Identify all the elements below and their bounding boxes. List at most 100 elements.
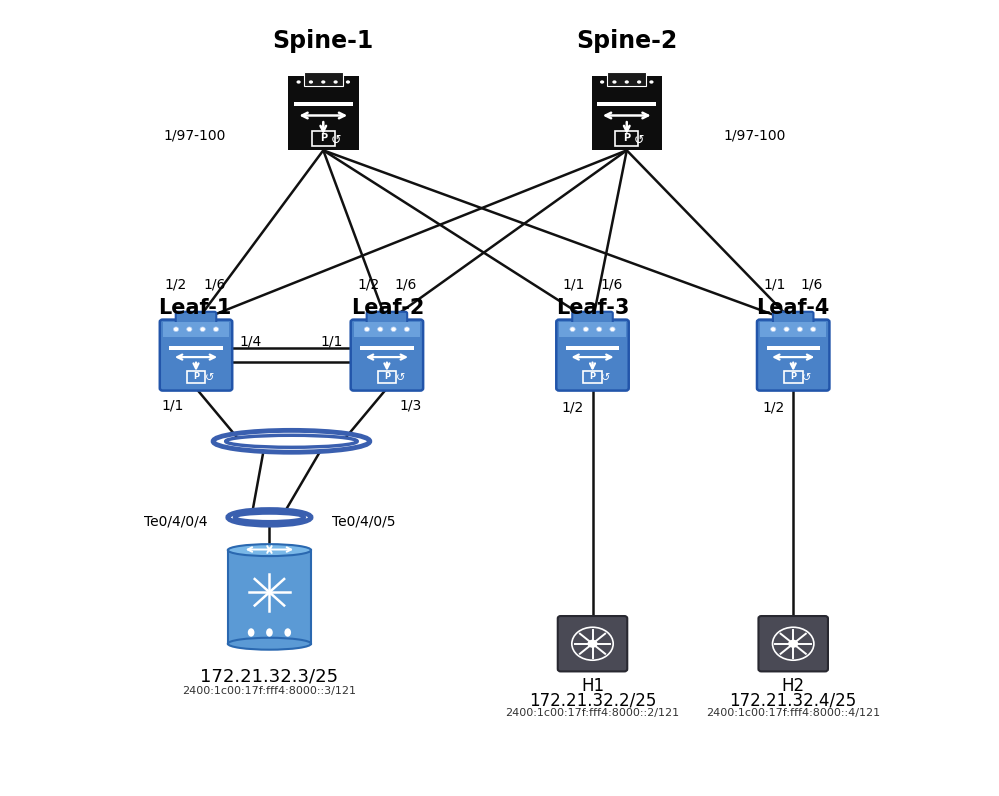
Text: H1: H1 (581, 677, 604, 695)
Polygon shape (228, 550, 311, 644)
Text: P: P (589, 373, 595, 381)
Text: P: P (384, 373, 390, 381)
FancyBboxPatch shape (361, 346, 414, 349)
Ellipse shape (788, 640, 798, 648)
Text: H2: H2 (781, 677, 805, 695)
Ellipse shape (228, 638, 311, 650)
Text: Te0/4/0/4: Te0/4/0/4 (144, 514, 207, 529)
FancyBboxPatch shape (557, 616, 627, 671)
Ellipse shape (321, 80, 326, 84)
Text: 1/97-100: 1/97-100 (164, 128, 226, 142)
FancyBboxPatch shape (294, 102, 353, 106)
Text: Spine-2: Spine-2 (576, 29, 677, 53)
FancyBboxPatch shape (176, 312, 216, 323)
Ellipse shape (569, 327, 575, 332)
FancyBboxPatch shape (758, 616, 828, 671)
Ellipse shape (174, 327, 179, 332)
Ellipse shape (200, 327, 206, 332)
Text: Leaf-4: Leaf-4 (756, 298, 830, 318)
Text: Leaf-3: Leaf-3 (555, 298, 629, 318)
FancyBboxPatch shape (766, 346, 820, 349)
Text: ↺: ↺ (634, 134, 644, 146)
Ellipse shape (297, 80, 301, 84)
Text: P: P (623, 134, 630, 143)
FancyBboxPatch shape (378, 371, 397, 383)
Text: 1/1: 1/1 (763, 278, 786, 291)
FancyBboxPatch shape (367, 312, 408, 323)
FancyBboxPatch shape (757, 320, 829, 391)
Text: Spine-1: Spine-1 (273, 29, 374, 53)
Text: 172.21.32.3/25: 172.21.32.3/25 (201, 668, 339, 685)
Ellipse shape (187, 327, 192, 332)
FancyBboxPatch shape (556, 320, 628, 391)
Text: 1/3: 1/3 (399, 399, 422, 412)
Text: 1/2: 1/2 (165, 278, 187, 291)
Ellipse shape (405, 327, 410, 332)
Ellipse shape (609, 327, 615, 332)
Text: Te0/4/0/5: Te0/4/0/5 (332, 514, 396, 529)
FancyBboxPatch shape (583, 371, 601, 383)
FancyBboxPatch shape (351, 320, 424, 391)
Text: 1/6: 1/6 (395, 278, 417, 291)
Text: ↺: ↺ (331, 134, 342, 146)
Ellipse shape (285, 628, 291, 637)
Text: 1/4: 1/4 (240, 334, 262, 348)
FancyBboxPatch shape (559, 322, 625, 337)
Text: P: P (790, 373, 796, 381)
Text: 2400:1c00:17f:fff4:8000::4/121: 2400:1c00:17f:fff4:8000::4/121 (706, 708, 880, 718)
Ellipse shape (637, 80, 641, 84)
FancyBboxPatch shape (597, 102, 656, 106)
FancyBboxPatch shape (784, 371, 802, 383)
Text: 2400:1c00:17f:fff4:8000::2/121: 2400:1c00:17f:fff4:8000::2/121 (505, 708, 679, 718)
FancyBboxPatch shape (187, 371, 206, 383)
Text: 1/2: 1/2 (561, 400, 583, 415)
Ellipse shape (391, 327, 397, 332)
FancyBboxPatch shape (760, 322, 826, 337)
FancyBboxPatch shape (773, 312, 813, 323)
Text: 1/1: 1/1 (162, 399, 184, 412)
Text: 1/2: 1/2 (358, 278, 380, 291)
Ellipse shape (770, 327, 776, 332)
Text: ↺: ↺ (396, 373, 405, 384)
Text: ↺: ↺ (601, 373, 610, 384)
Text: ↺: ↺ (802, 373, 811, 384)
Text: 1/97-100: 1/97-100 (724, 128, 786, 142)
Ellipse shape (624, 80, 629, 84)
Ellipse shape (649, 80, 653, 84)
FancyBboxPatch shape (288, 76, 359, 150)
FancyBboxPatch shape (304, 72, 343, 86)
FancyBboxPatch shape (354, 322, 421, 337)
Ellipse shape (797, 327, 802, 332)
FancyBboxPatch shape (163, 322, 230, 337)
Ellipse shape (266, 628, 273, 637)
Ellipse shape (378, 327, 383, 332)
Ellipse shape (612, 80, 616, 84)
Text: 2400:1c00:17f:fff4:8000::3/121: 2400:1c00:17f:fff4:8000::3/121 (183, 685, 357, 696)
Text: 1/6: 1/6 (600, 278, 622, 291)
FancyBboxPatch shape (565, 346, 619, 349)
Ellipse shape (334, 80, 338, 84)
Text: 1/6: 1/6 (800, 278, 823, 291)
FancyBboxPatch shape (615, 131, 638, 146)
Ellipse shape (810, 327, 816, 332)
Ellipse shape (596, 327, 601, 332)
Ellipse shape (309, 80, 313, 84)
Ellipse shape (365, 327, 370, 332)
Ellipse shape (583, 327, 588, 332)
FancyBboxPatch shape (312, 131, 335, 146)
Ellipse shape (214, 327, 219, 332)
Text: P: P (320, 134, 327, 143)
Text: Leaf-1: Leaf-1 (158, 298, 232, 318)
FancyBboxPatch shape (170, 346, 223, 349)
FancyBboxPatch shape (591, 76, 662, 150)
Text: 1/1: 1/1 (321, 334, 344, 348)
Ellipse shape (228, 544, 311, 556)
Text: Leaf-2: Leaf-2 (352, 298, 425, 318)
FancyBboxPatch shape (572, 312, 612, 323)
FancyBboxPatch shape (607, 72, 646, 86)
Text: P: P (193, 373, 199, 381)
Ellipse shape (248, 628, 255, 637)
Text: 1/6: 1/6 (204, 278, 226, 291)
Text: 172.21.32.2/25: 172.21.32.2/25 (528, 691, 656, 709)
Text: 1/1: 1/1 (562, 278, 585, 291)
